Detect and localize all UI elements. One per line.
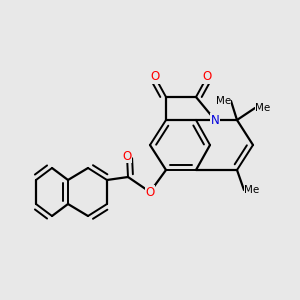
Text: O: O — [202, 70, 211, 83]
Text: O: O — [146, 185, 154, 199]
Text: Me: Me — [255, 103, 270, 113]
Text: N: N — [211, 113, 219, 127]
Text: O: O — [122, 149, 132, 163]
Text: Me: Me — [216, 96, 231, 106]
Text: Me: Me — [244, 185, 259, 195]
Text: O: O — [150, 70, 160, 83]
